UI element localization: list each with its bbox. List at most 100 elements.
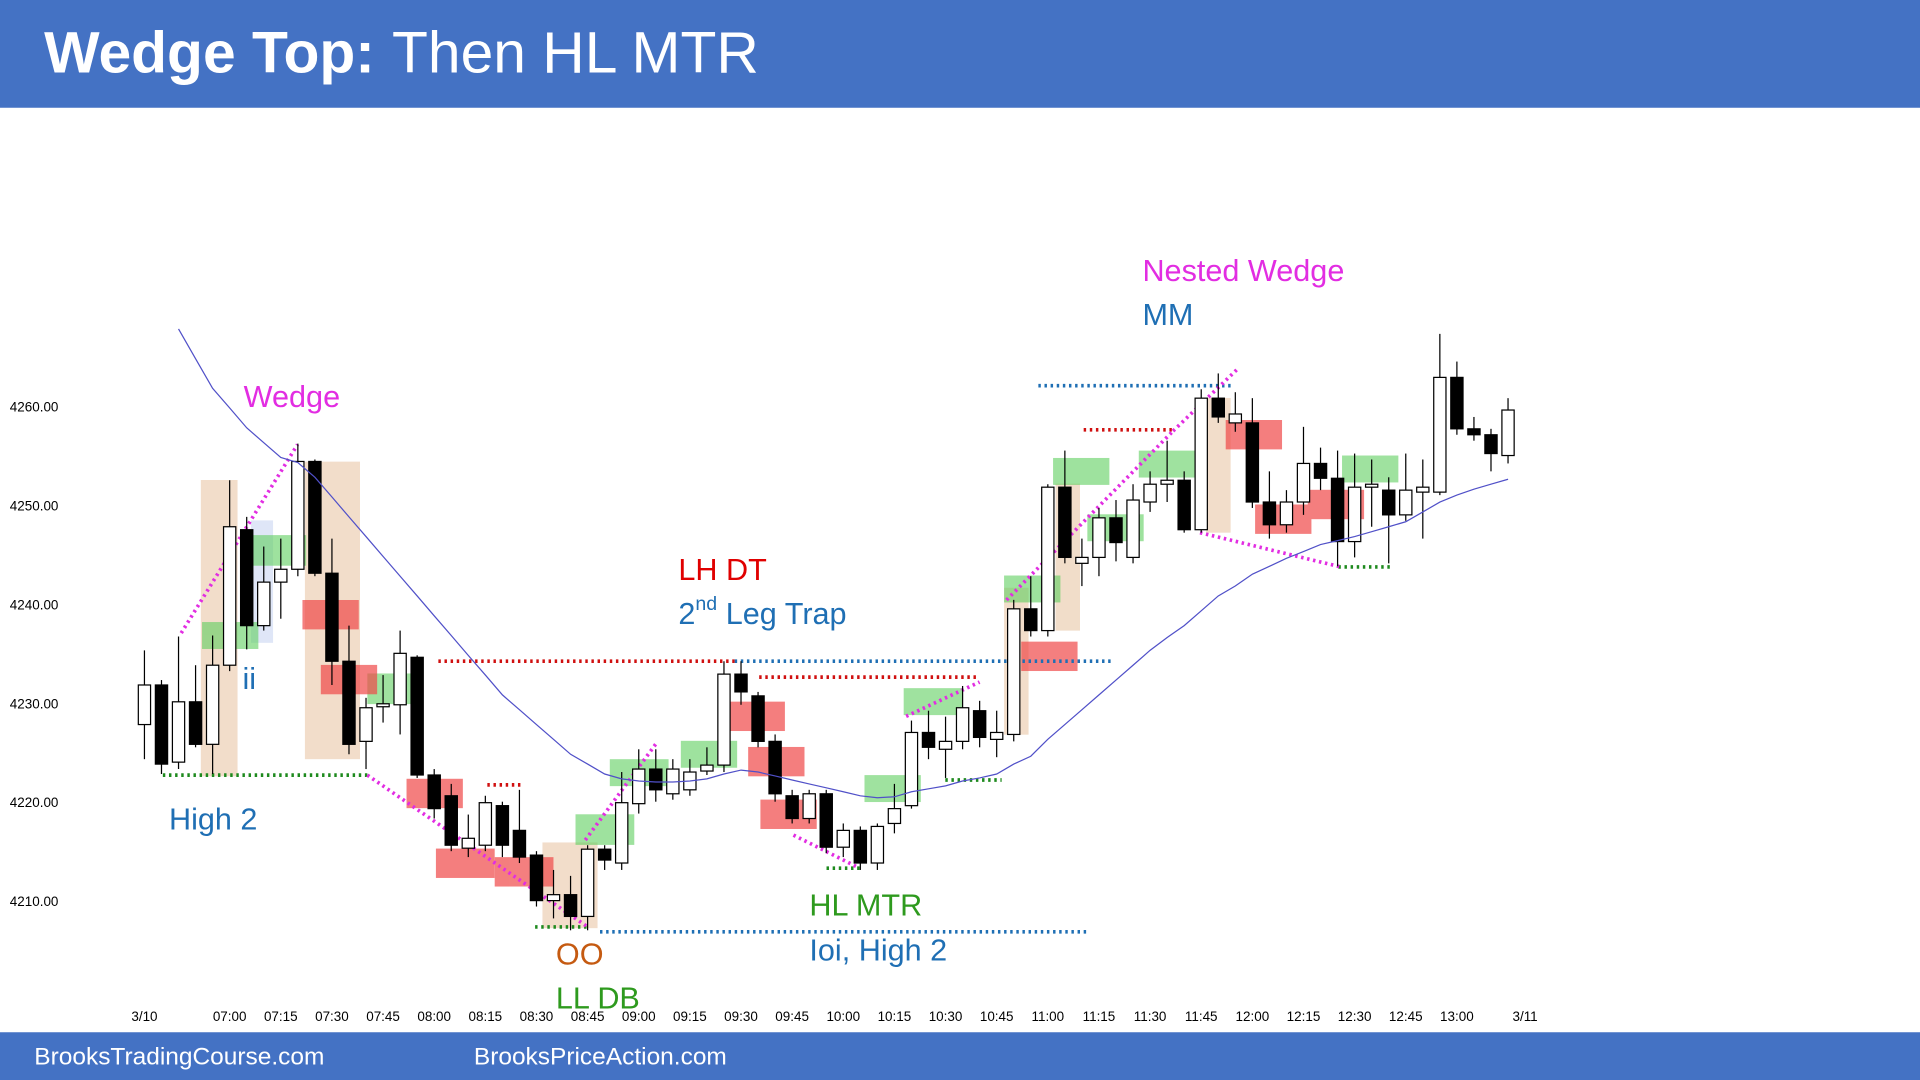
- bull-body: [1399, 489, 1413, 516]
- wedge-lines: [179, 368, 1342, 929]
- bull-body: [1433, 376, 1447, 493]
- bull-body: [887, 808, 902, 825]
- bull-body: [137, 684, 152, 726]
- x-tick-label: 09:45: [775, 1009, 809, 1024]
- bull-body: [1160, 479, 1174, 485]
- bear-body: [1177, 479, 1191, 531]
- annotation: LH DT: [678, 553, 766, 587]
- bull-body: [1501, 409, 1515, 457]
- bull-body: [1228, 413, 1243, 424]
- title-rest: Then HL MTR: [392, 20, 759, 85]
- bear-body: [1262, 501, 1277, 526]
- bull-body: [546, 894, 561, 902]
- annotation: 2nd Leg Trap: [678, 593, 846, 631]
- bull-body: [802, 793, 816, 820]
- bull-body: [614, 802, 629, 864]
- bear-body: [1450, 376, 1464, 430]
- dotted-line: [1005, 429, 1175, 602]
- bull-body: [1347, 486, 1362, 543]
- x-tick-label: 11:30: [1134, 1009, 1167, 1024]
- bear-body: [597, 848, 612, 861]
- bear-body: [921, 731, 936, 748]
- bear-body: [785, 795, 799, 820]
- bull-body: [291, 460, 305, 570]
- x-tick-label: 11:45: [1185, 1009, 1218, 1024]
- bear-body: [1211, 397, 1226, 418]
- annotation: Nested Wedge: [1142, 254, 1344, 288]
- y-tick-label: 4250.00: [10, 499, 59, 514]
- annotation-text: Nested Wedge: [1142, 254, 1344, 288]
- box: [903, 688, 963, 716]
- bear-body: [1245, 422, 1260, 503]
- bear-body: [1484, 434, 1498, 455]
- footer-left: BrooksTradingCourse.com: [34, 1043, 324, 1070]
- bear-body: [427, 774, 441, 810]
- bull-body: [1126, 499, 1140, 559]
- bear-body: [308, 460, 322, 574]
- x-tick-label: 10:00: [826, 1009, 860, 1024]
- moving-average: [177, 328, 1509, 799]
- x-tick-label: 08:00: [417, 1009, 451, 1024]
- bear-body: [1381, 489, 1396, 516]
- box: [494, 857, 554, 887]
- bull-body: [1075, 556, 1089, 564]
- annotation-text: 2: [678, 597, 695, 631]
- bull-body: [1364, 483, 1379, 488]
- bear-body: [1058, 486, 1072, 559]
- bull-body: [1006, 608, 1021, 736]
- annotation: Wedge: [244, 380, 340, 414]
- annotation-text: HL MTR: [809, 888, 922, 922]
- bull-body: [274, 568, 288, 583]
- annotation-text: MM: [1142, 298, 1193, 332]
- bull-body: [1296, 462, 1311, 503]
- bull-body: [1194, 397, 1208, 531]
- y-tick-label: 4260.00: [10, 400, 59, 415]
- x-tick-label: 08:45: [571, 1009, 605, 1024]
- bull-body: [171, 701, 186, 763]
- bull-body: [393, 652, 407, 706]
- annotation-superscript: nd: [695, 593, 717, 615]
- annotation-text: LL DB: [556, 982, 640, 1016]
- y-tick-label: 4220.00: [10, 795, 59, 810]
- candles: [137, 333, 1515, 931]
- dotted-line: [1199, 530, 1342, 569]
- bear-body: [1330, 477, 1345, 543]
- annotation-text: Ioi, High 2: [809, 934, 947, 968]
- bear-body: [529, 854, 544, 902]
- footer-right: BrooksPriceAction.com: [474, 1043, 727, 1070]
- bear-body: [853, 829, 868, 864]
- header-bar: [0, 0, 1920, 108]
- x-tick-label: 12:15: [1287, 1009, 1321, 1024]
- bull-body: [1416, 486, 1430, 493]
- x-tick-label: 12:45: [1389, 1009, 1423, 1024]
- bull-body: [836, 829, 851, 848]
- annotation: LL DB: [556, 982, 640, 1016]
- bull-body: [205, 664, 220, 745]
- x-tick-label: 07:15: [264, 1009, 298, 1024]
- bull-body: [700, 764, 714, 772]
- bear-body: [444, 795, 458, 846]
- annotation-text: OO: [556, 937, 604, 971]
- bear-body: [512, 829, 527, 858]
- annotation: HL MTR: [809, 888, 922, 922]
- bull-body: [955, 707, 970, 742]
- bull-body: [632, 768, 646, 805]
- annotation: MM: [1142, 298, 1193, 332]
- chart-title: Wedge Top: Then HL MTR: [44, 20, 759, 85]
- bull-body: [376, 703, 390, 708]
- x-tick-label: 07:30: [315, 1009, 349, 1024]
- x-tick-label: 10:45: [980, 1009, 1014, 1024]
- annotation: High 2: [169, 803, 257, 837]
- y-tick-label: 4240.00: [10, 597, 59, 612]
- annotation-suffix: Leg Trap: [726, 597, 847, 631]
- annotation-shapes: [162, 368, 1399, 934]
- bull-body: [478, 802, 493, 846]
- x-tick-label: 3/11: [1512, 1009, 1537, 1024]
- bear-body: [325, 572, 339, 662]
- bull-body: [1143, 483, 1157, 503]
- x-tick-label: 10:15: [878, 1009, 912, 1024]
- bear-body: [410, 656, 424, 776]
- x-tick-label: 12:00: [1236, 1009, 1270, 1024]
